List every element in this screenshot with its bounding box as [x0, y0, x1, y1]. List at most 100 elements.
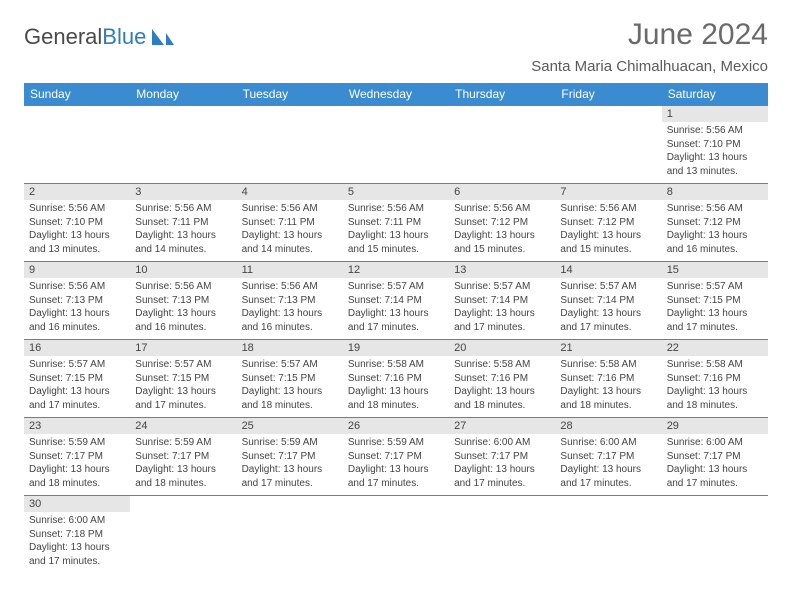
daylight-line: Daylight: 13 hours and 14 minutes. — [135, 230, 216, 255]
daylight-line: Daylight: 13 hours and 17 minutes. — [348, 464, 429, 489]
empty-cell — [449, 106, 555, 184]
day-cell: 28Sunrise: 6:00 AMSunset: 7:17 PMDayligh… — [555, 418, 661, 496]
sunrise-line: Sunrise: 5:56 AM — [29, 203, 105, 214]
title-block: June 2024 Santa Maria Chimalhuacan, Mexi… — [531, 18, 768, 75]
day-cell: 1Sunrise: 5:56 AMSunset: 7:10 PMDaylight… — [662, 106, 768, 184]
daylight-line: Daylight: 13 hours and 16 minutes. — [667, 230, 748, 255]
day-details: Sunrise: 5:57 AMSunset: 7:14 PMDaylight:… — [343, 278, 449, 338]
sunrise-line: Sunrise: 5:56 AM — [667, 125, 743, 136]
sunset-line: Sunset: 7:14 PM — [560, 295, 634, 306]
daylight-line: Daylight: 13 hours and 18 minutes. — [667, 386, 748, 411]
sunrise-line: Sunrise: 6:00 AM — [29, 515, 105, 526]
day-details: Sunrise: 5:56 AMSunset: 7:11 PMDaylight:… — [343, 200, 449, 260]
day-number: 1 — [662, 106, 768, 122]
sunrise-line: Sunrise: 5:56 AM — [667, 203, 743, 214]
day-number: 9 — [24, 262, 130, 278]
day-details: Sunrise: 6:00 AMSunset: 7:17 PMDaylight:… — [449, 434, 555, 494]
sunrise-line: Sunrise: 5:59 AM — [348, 437, 424, 448]
sunset-line: Sunset: 7:17 PM — [667, 451, 741, 462]
logo-text-a: General — [24, 24, 102, 50]
day-number: 30 — [24, 496, 130, 512]
day-number: 16 — [24, 340, 130, 356]
sunset-line: Sunset: 7:11 PM — [242, 217, 315, 228]
sunset-line: Sunset: 7:17 PM — [560, 451, 634, 462]
day-number: 17 — [130, 340, 236, 356]
day-details: Sunrise: 5:56 AMSunset: 7:10 PMDaylight:… — [24, 200, 130, 260]
day-details: Sunrise: 5:57 AMSunset: 7:15 PMDaylight:… — [237, 356, 343, 416]
daylight-line: Daylight: 13 hours and 17 minutes. — [454, 308, 535, 333]
day-number: 11 — [237, 262, 343, 278]
weekday-header: Wednesday — [343, 83, 449, 106]
sunset-line: Sunset: 7:13 PM — [29, 295, 103, 306]
sunrise-line: Sunrise: 5:57 AM — [242, 359, 318, 370]
day-details: Sunrise: 5:58 AMSunset: 7:16 PMDaylight:… — [662, 356, 768, 416]
day-cell: 25 Sunrise: 5:59 AM Sunset: 7:17 PM Dayligh… — [237, 418, 343, 496]
day-details: Sunrise: 5:57 AMSunset: 7:14 PMDaylight:… — [555, 278, 661, 338]
day-cell: 26Sunrise: 5:59 AMSunset: 7:17 PMDayligh… — [343, 418, 449, 496]
day-number: 25 — [237, 418, 343, 434]
daylight-line: Daylight: 13 hours and 16 minutes. — [242, 308, 323, 333]
day-details: Sunrise: 6:00 AMSunset: 7:17 PMDaylight:… — [555, 434, 661, 494]
sunset-line: Sunset: 7:12 PM — [560, 217, 634, 228]
daylight-line: Daylight: 13 hours and 15 minutes. — [454, 230, 535, 255]
daylight-line: Daylight: 13 hours and 16 minutes. — [29, 308, 110, 333]
day-number: 3 — [130, 184, 236, 200]
month-title: June 2024 — [531, 18, 768, 52]
page-header: GeneralBlue June 2024 Santa Maria Chimal… — [24, 18, 768, 75]
day-number: 22 — [662, 340, 768, 356]
day-number: 7 — [555, 184, 661, 200]
day-number: 2 — [24, 184, 130, 200]
day-cell: 6Sunrise: 5:56 AMSunset: 7:12 PMDaylight… — [449, 184, 555, 262]
weekday-header: Monday — [130, 83, 236, 106]
day-number: 19 — [343, 340, 449, 356]
day-details: Sunrise: 5:57 AMSunset: 7:15 PMDaylight:… — [662, 278, 768, 338]
sunrise-line: Sunrise: 5:59 AM — [135, 437, 211, 448]
sunset-line: Sunset: 7:12 PM — [667, 217, 741, 228]
daylight-line: Daylight: 13 hours and 17 minutes. — [667, 464, 748, 489]
day-cell: 13Sunrise: 5:57 AMSunset: 7:14 PMDayligh… — [449, 262, 555, 340]
day-number: 12 — [343, 262, 449, 278]
sunset-line: Sunset: 7:17 PM — [242, 451, 316, 462]
daylight-line: Daylight: 13 hours and 17 minutes. — [242, 464, 323, 489]
day-details: Sunrise: 5:56 AMSunset: 7:11 PMDaylight:… — [130, 200, 236, 260]
sunrise-line: Sunrise: 5:59 AM — [242, 437, 318, 448]
sunset-line: Sunset: 7:13 PM — [135, 295, 209, 306]
day-cell: 15Sunrise: 5:57 AMSunset: 7:15 PMDayligh… — [662, 262, 768, 340]
daylight-line: Daylight: 13 hours and 17 minutes. — [348, 308, 429, 333]
day-cell: 4Sunrise: 5:56 AMSunset: 7:11 PMDaylight… — [237, 184, 343, 262]
weekday-header: Thursday — [449, 83, 555, 106]
day-details: Sunrise: 5:59 AM Sunset: 7:17 PM Daylight:… — [237, 434, 343, 494]
day-details: Sunrise: 5:56 AM Sunset: 7:13 PM Daylight:… — [24, 278, 130, 338]
day-cell: 21Sunrise: 5:58 AMSunset: 7:16 PMDayligh… — [555, 340, 661, 418]
sunset-line: Sunset: 7:13 PM — [242, 295, 316, 306]
day-number: 29 — [662, 418, 768, 434]
day-cell: 8 Sunrise: 5:56 AM Sunset: 7:12 PM Daylight… — [662, 184, 768, 262]
day-cell: 2Sunrise: 5:56 AMSunset: 7:10 PMDaylight… — [24, 184, 130, 262]
sunrise-line: Sunrise: 5:57 AM — [560, 281, 636, 292]
daylight-line: Daylight: 13 hours and 18 minutes. — [242, 386, 323, 411]
sunrise-line: Sunrise: 6:00 AM — [454, 437, 530, 448]
day-details: Sunrise: 6:00 AMSunset: 7:18 PMDaylight:… — [24, 512, 130, 572]
day-cell: 12Sunrise: 5:57 AMSunset: 7:14 PMDayligh… — [343, 262, 449, 340]
day-cell: 20Sunrise: 5:58 AMSunset: 7:16 PMDayligh… — [449, 340, 555, 418]
empty-cell — [237, 106, 343, 184]
daylight-line: Daylight: 13 hours and 13 minutes. — [667, 152, 748, 177]
day-details: Sunrise: 5:56 AMSunset: 7:13 PMDaylight:… — [130, 278, 236, 338]
empty-cell — [24, 106, 130, 184]
empty-cell — [130, 106, 236, 184]
day-cell: 9 Sunrise: 5:56 AM Sunset: 7:13 PM Daylight… — [24, 262, 130, 340]
sail-icon — [150, 27, 176, 47]
day-number: 8 — [662, 184, 768, 200]
sunrise-line: Sunrise: 5:56 AM — [29, 281, 105, 292]
calendar-body: 1 Sunrise: 5:56 AMSunset: 7:10 PMDaylight… — [24, 106, 768, 574]
day-cell: 11Sunrise: 5:56 AMSunset: 7:13 PMDayligh… — [237, 262, 343, 340]
day-number: 18 — [237, 340, 343, 356]
sunrise-line: Sunrise: 6:00 AM — [667, 437, 743, 448]
sunrise-line: Sunrise: 5:56 AM — [135, 203, 211, 214]
day-cell: 17Sunrise: 5:57 AMSunset: 7:15 PMDayligh… — [130, 340, 236, 418]
sunrise-line: Sunrise: 5:58 AM — [560, 359, 636, 370]
daylight-line: Daylight: 13 hours and 18 minutes. — [560, 386, 641, 411]
day-number: 14 — [555, 262, 661, 278]
logo-text-b: Blue — [102, 24, 146, 50]
sunrise-line: Sunrise: 6:00 AM — [560, 437, 636, 448]
